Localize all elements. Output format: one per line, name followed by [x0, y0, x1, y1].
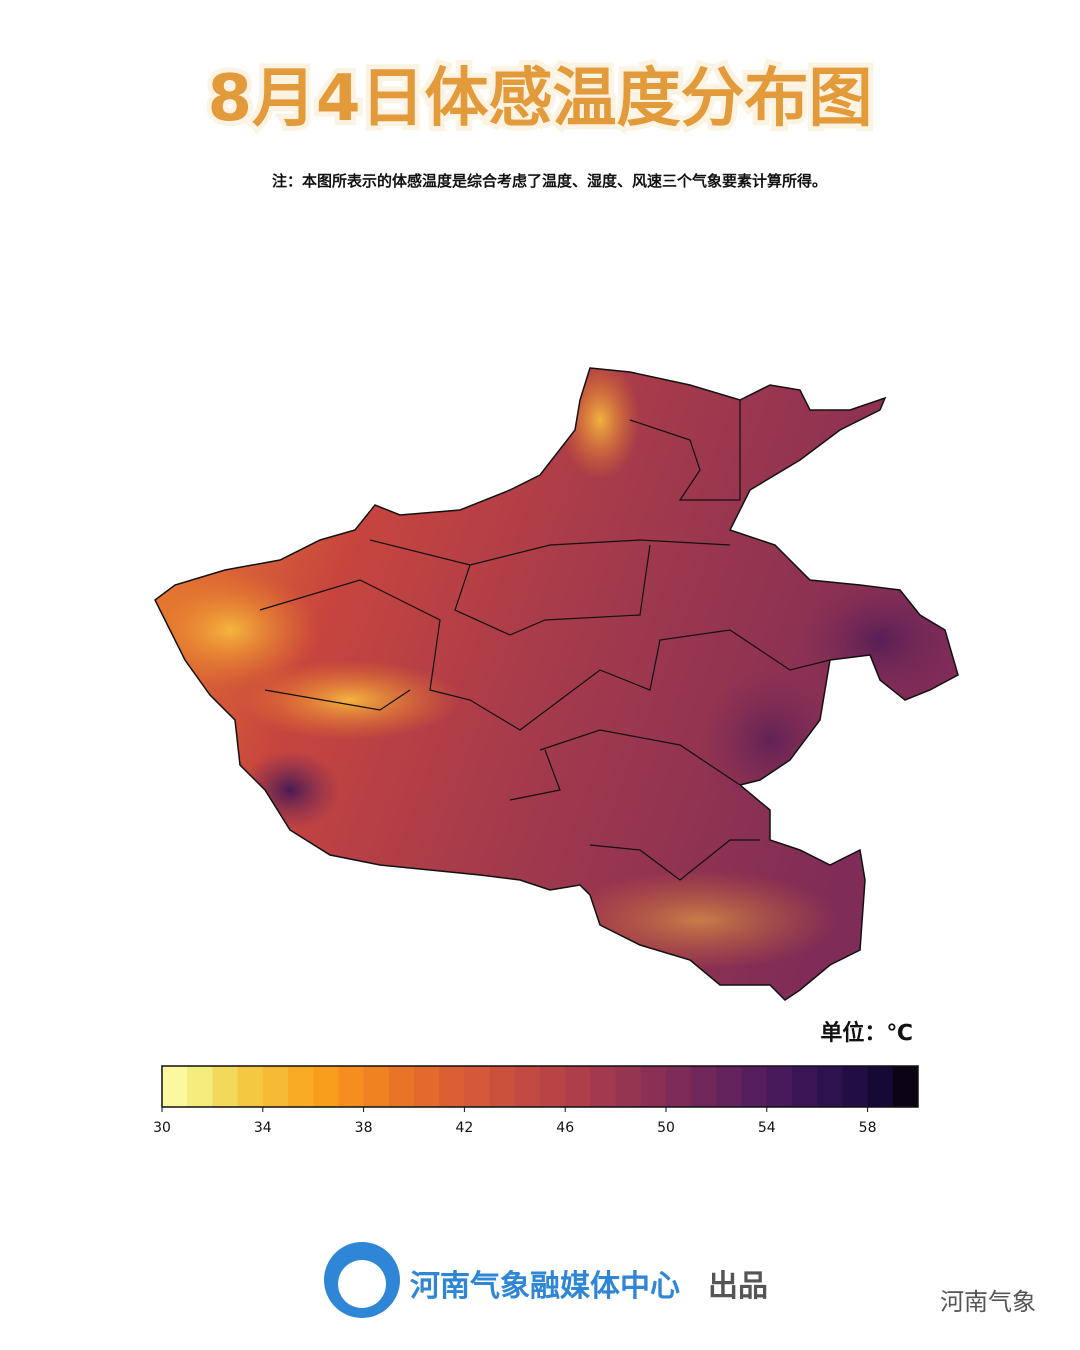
colorbar-swatch	[212, 1066, 239, 1107]
tick-label: 58	[859, 1120, 877, 1136]
logo-inner	[338, 1260, 386, 1308]
tick-label: 54	[758, 1120, 776, 1136]
colorbar-swatch	[464, 1066, 491, 1107]
colorbar-swatch	[792, 1066, 818, 1107]
tick-label: 38	[355, 1120, 373, 1136]
colorbar-swatch	[162, 1066, 188, 1107]
colorbar-swatch	[439, 1066, 465, 1107]
colorbar-swatch	[590, 1066, 617, 1107]
colorbar-swatch	[716, 1066, 743, 1107]
colorbar-swatch	[741, 1066, 768, 1107]
colorbar-swatch	[514, 1066, 541, 1107]
tick-label: 42	[455, 1120, 473, 1136]
colorbar-swatch	[262, 1066, 289, 1107]
colorbar-swatch	[338, 1066, 365, 1107]
colorbar-frame	[161, 1065, 919, 1108]
map	[155, 368, 958, 1000]
colorbar-swatch	[867, 1066, 894, 1107]
colorbar-swatch	[842, 1066, 869, 1107]
colorbar: 30 34 38 42 46 50 54 58	[153, 1065, 919, 1136]
colorbar-swatch	[666, 1066, 692, 1107]
colorbar-swatch	[288, 1066, 314, 1107]
title: 8月4日体感温度分布图	[207, 62, 872, 136]
tick-label: 30	[153, 1120, 171, 1136]
colorbar-swatch	[640, 1066, 667, 1107]
colorbar-swatch	[489, 1066, 516, 1107]
note: 注：本图所表示的体感温度是综合考虑了温度、湿度、风速三个气象要素计算所得。	[272, 172, 827, 190]
colorbar-swatch	[187, 1066, 213, 1107]
colorbar-swatch	[691, 1066, 717, 1107]
colorbar-swatch	[414, 1066, 440, 1107]
colorbar-swatch	[766, 1066, 793, 1107]
colorbar-swatch	[388, 1066, 415, 1107]
colorbar-swatch	[615, 1066, 642, 1107]
colorbar-swatch	[237, 1066, 264, 1107]
colorbar-swatch	[565, 1066, 591, 1107]
colorbar-swatch	[817, 1066, 843, 1107]
colorbar-swatch	[363, 1066, 390, 1107]
watermark: 河南气象	[940, 1288, 1036, 1316]
unit-label: 单位：℃	[820, 1020, 913, 1046]
producer: 河南气象融媒体中心	[410, 1269, 680, 1304]
tick-label: 50	[657, 1120, 675, 1136]
colorbar-swatch	[892, 1066, 919, 1107]
tick-label: 46	[556, 1120, 574, 1136]
colorbar-swatch	[313, 1066, 339, 1107]
tick-label: 34	[254, 1120, 272, 1136]
producer-suffix: 出品	[708, 1269, 768, 1304]
colorbar-swatch	[540, 1066, 566, 1107]
